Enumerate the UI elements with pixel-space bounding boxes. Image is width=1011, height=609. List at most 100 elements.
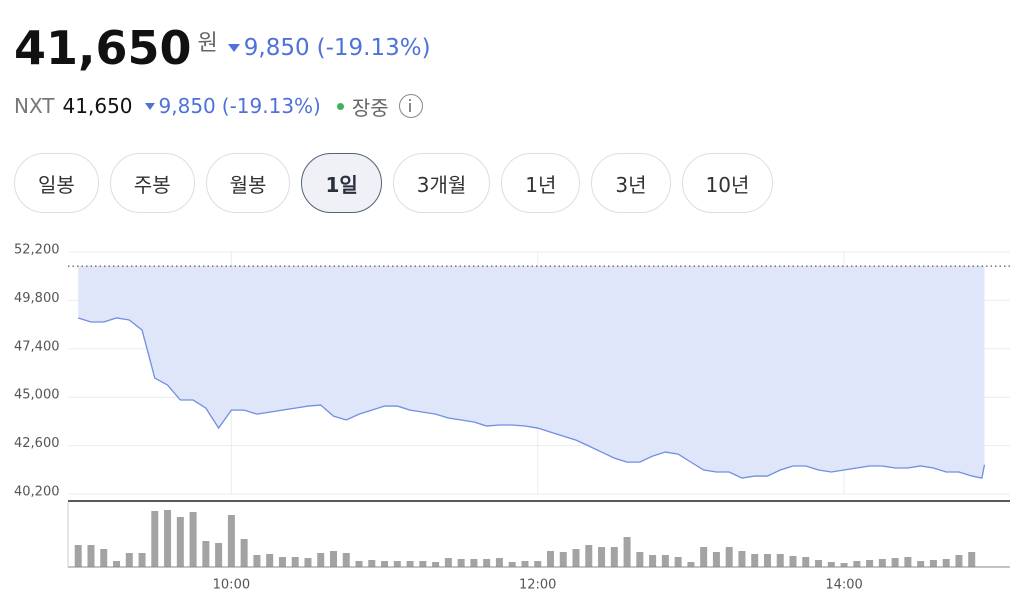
volume-bar [815, 560, 823, 567]
volume-bar [929, 560, 937, 567]
volume-bar [419, 561, 427, 567]
volume-bar [942, 559, 950, 567]
y-tick-label: 47,400 [14, 339, 60, 354]
volume-bar [904, 557, 912, 567]
volume-bar [687, 562, 695, 567]
volume-bar [623, 537, 631, 567]
volume-bar [827, 562, 835, 567]
volume-bar [215, 543, 223, 567]
y-tick-label: 42,600 [14, 436, 60, 451]
volume-bar [751, 554, 759, 567]
volume-bar [649, 555, 657, 567]
volume-bar [636, 552, 644, 567]
period-tab[interactable]: 월봉 [205, 153, 291, 213]
volume-bar [189, 512, 197, 567]
status-dot [336, 102, 344, 110]
volume-bar [789, 556, 797, 567]
x-tick-label: 10:00 [213, 578, 250, 593]
volume-bar [87, 545, 95, 567]
x-tick-label: 12:00 [519, 578, 556, 593]
nxt-change: 9,850 [158, 94, 216, 118]
change: 9,850 [243, 35, 310, 61]
volume-bar [546, 551, 554, 567]
info-icon[interactable] [398, 94, 423, 118]
volume-bar [355, 561, 363, 567]
period-tab[interactable]: 주봉 [109, 153, 195, 213]
volume-bar [406, 561, 414, 567]
x-tick-label: 14:00 [825, 578, 862, 593]
period-tabs: 일봉 주봉 월봉 1일 3개월 1년 3년 10년 [14, 153, 774, 213]
nxt-change-rate: (-19.13%) [221, 94, 321, 118]
volume-bar [304, 558, 312, 567]
period-tab[interactable]: 3개월 [392, 153, 491, 213]
volume-bar [700, 547, 708, 567]
y-tick-label: 49,800 [14, 291, 60, 306]
volume-bar [955, 555, 963, 567]
y-tick-label: 52,200 [14, 243, 60, 258]
volume-bar [266, 554, 274, 567]
price: 41,650 [14, 21, 192, 75]
nxt-price: 41,650 [62, 94, 133, 118]
volume-bar [342, 553, 350, 567]
volume-bar [878, 559, 886, 567]
price-line [78, 317, 986, 479]
volume-bar [968, 552, 976, 567]
volume-bar [559, 552, 567, 567]
period-tab[interactable]: 3년 [591, 153, 671, 213]
volume-bar [738, 551, 746, 567]
volume-bar [776, 554, 784, 567]
period-tab[interactable]: 일봉 [14, 153, 99, 213]
volume-bar [483, 559, 491, 567]
volume-bar [470, 559, 478, 567]
volume-bar [674, 557, 682, 567]
down-arrow [227, 44, 240, 52]
volume-bar [661, 555, 669, 567]
volume-bar [278, 557, 286, 567]
volume-bar [712, 552, 720, 567]
volume-bar [521, 561, 529, 567]
period-tab[interactable]: 1일 [301, 153, 382, 213]
volume-bar [610, 547, 618, 567]
volume-bar [176, 517, 184, 567]
volume-bar [393, 561, 401, 567]
volume-bar [291, 557, 299, 567]
volume-bar [917, 561, 925, 567]
nxt-label: NXT [14, 94, 55, 118]
volume-bar [329, 551, 337, 567]
volume-bar [802, 557, 810, 567]
volume-bar [202, 541, 210, 567]
period-tab[interactable]: 1년 [501, 153, 581, 213]
down-arrow [144, 102, 155, 110]
volume-bar [495, 558, 503, 567]
volume-bar [317, 553, 325, 567]
volume-bar [164, 510, 172, 567]
y-tick-label: 45,000 [14, 388, 60, 403]
volume-bar [534, 561, 542, 567]
volume-bar [240, 539, 248, 567]
volume-bar [432, 562, 440, 567]
volume-bar [368, 560, 376, 567]
volume-bar [381, 561, 389, 567]
volume-bar [725, 547, 733, 567]
price-row: 41,650 원 9,850 (-19.13%) [14, 18, 431, 78]
volume-bar [227, 515, 235, 567]
nxt-row: NXT 41,650 9,850 (-19.13%) 장중 [14, 92, 423, 120]
volume-bar [572, 549, 580, 567]
volume-bar [100, 549, 108, 567]
volume-bar [444, 558, 452, 567]
volume-bar [457, 559, 465, 567]
volume-bar [840, 563, 848, 567]
volume-bar [74, 545, 82, 567]
period-tab[interactable]: 10년 [681, 153, 774, 213]
volume-bar [853, 561, 861, 567]
volume-bar [508, 562, 516, 567]
volume-bar [598, 547, 606, 567]
volume-bar [585, 545, 593, 567]
change-rate: (-19.13%) [316, 35, 431, 61]
price-area [78, 266, 985, 479]
volume-bar [891, 558, 899, 567]
unit: 원 [197, 31, 218, 56]
status: 장중 [351, 95, 389, 120]
